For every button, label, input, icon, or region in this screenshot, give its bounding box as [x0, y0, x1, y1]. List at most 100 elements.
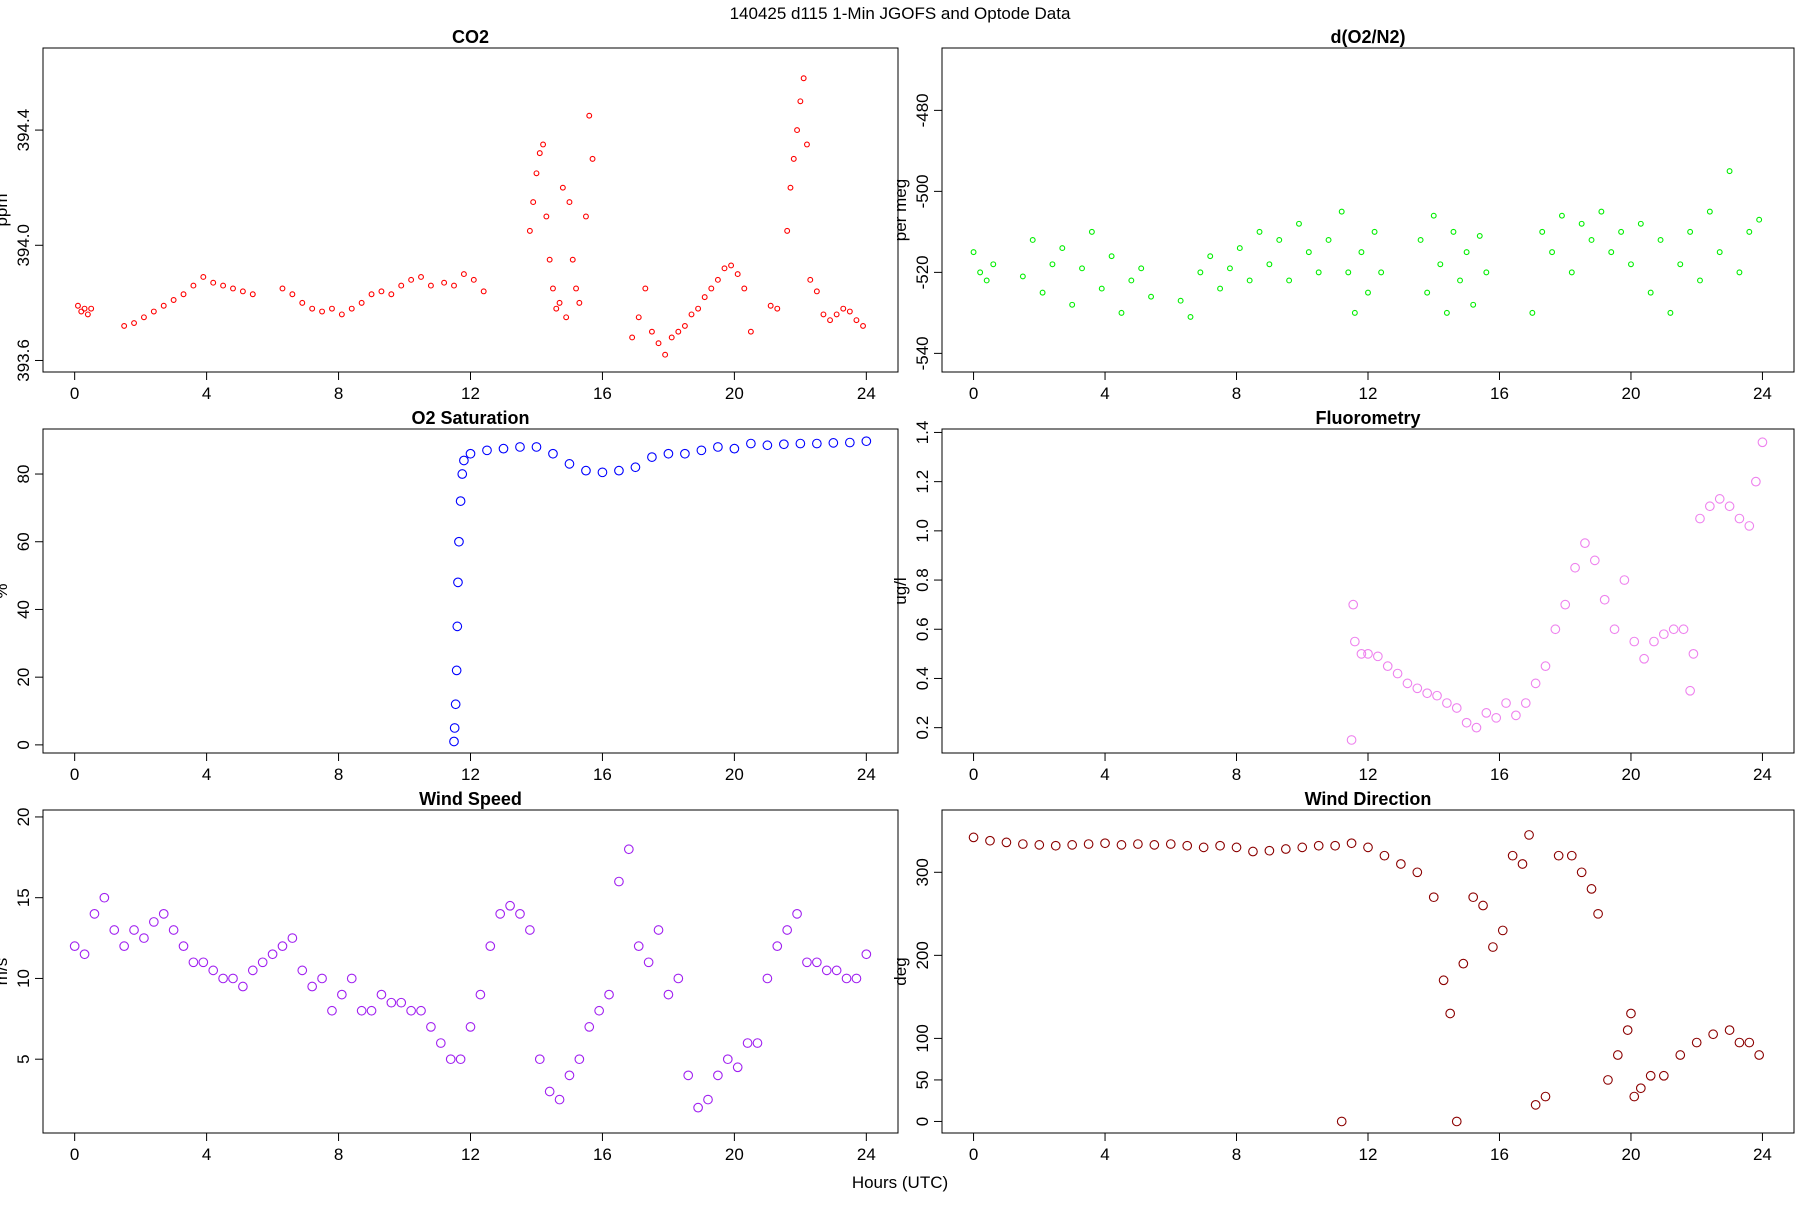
data-point — [1637, 220, 1644, 227]
y-tick-label: 200 — [913, 941, 932, 969]
data-point — [812, 438, 822, 449]
data-point — [1182, 840, 1193, 851]
data-point — [844, 437, 855, 448]
data-point — [642, 285, 649, 292]
data-point — [1687, 228, 1694, 235]
x-tick-label: 16 — [593, 765, 612, 784]
data-point — [746, 438, 756, 449]
y-tick-label: 10 — [14, 969, 33, 988]
data-point — [553, 305, 560, 312]
data-point — [450, 699, 461, 710]
data-point — [1039, 289, 1046, 296]
data-point — [79, 949, 90, 960]
data-point — [1560, 599, 1571, 610]
data-point — [1443, 309, 1450, 316]
data-point — [1550, 624, 1561, 635]
data-point — [416, 1005, 426, 1016]
data-point — [329, 305, 335, 312]
data-point — [455, 1054, 466, 1065]
data-point — [1079, 265, 1085, 272]
data-point — [1392, 668, 1403, 679]
data-point — [1019, 273, 1026, 280]
x-tick-label: 24 — [857, 1145, 876, 1164]
data-point — [1118, 309, 1125, 316]
data-point — [515, 908, 525, 919]
data-point — [861, 436, 872, 447]
data-point — [386, 997, 397, 1008]
data-point — [168, 925, 179, 935]
data-point — [84, 311, 91, 318]
data-point — [1734, 1037, 1745, 1048]
y-tick-label: 394.4 — [14, 109, 33, 152]
data-point — [1305, 249, 1312, 256]
data-point — [647, 452, 657, 462]
data-point — [1148, 293, 1155, 300]
data-point — [1445, 1008, 1456, 1019]
data-point — [846, 308, 853, 315]
data-point — [559, 184, 566, 191]
data-point — [581, 465, 591, 476]
data-point — [1697, 277, 1703, 284]
data-point — [1724, 501, 1735, 512]
data-point — [564, 459, 575, 469]
panel-title: Fluorometry — [1315, 408, 1420, 428]
data-point — [309, 305, 316, 312]
data-point — [1558, 212, 1565, 219]
data-point — [1647, 289, 1654, 296]
x-tick-label: 12 — [461, 1145, 480, 1164]
data-point — [1540, 661, 1551, 672]
x-tick-label: 16 — [1490, 765, 1509, 784]
panel-title: d(O2/N2) — [1330, 27, 1405, 47]
data-point — [449, 723, 460, 733]
data-point — [1688, 649, 1699, 659]
data-point — [1612, 1050, 1623, 1060]
data-point — [1566, 850, 1577, 861]
y-tick-label: 0 — [14, 740, 33, 749]
data-point — [1622, 1025, 1633, 1035]
data-point — [1128, 277, 1135, 284]
data-point — [1379, 850, 1390, 861]
data-point — [1297, 842, 1308, 853]
data-point — [190, 282, 197, 289]
data-point — [140, 314, 147, 321]
data-point — [1264, 845, 1275, 856]
data-point — [515, 442, 525, 452]
data-point — [774, 305, 781, 312]
data-point — [1378, 269, 1385, 276]
data-point — [543, 213, 550, 220]
data-point — [614, 876, 624, 887]
data-point — [1345, 269, 1352, 276]
data-point — [75, 302, 81, 309]
data-point — [1018, 839, 1028, 849]
data-point — [1149, 840, 1160, 850]
data-point — [297, 965, 308, 976]
data-point — [767, 302, 774, 309]
plot-frame — [941, 809, 1795, 1134]
data-point — [729, 443, 740, 454]
data-point — [861, 949, 872, 960]
data-point — [1657, 237, 1664, 243]
data-point — [1396, 859, 1406, 869]
data-point — [696, 445, 707, 456]
data-point — [584, 1022, 595, 1032]
data-point — [853, 317, 860, 324]
data-point — [208, 965, 219, 976]
data-point — [368, 291, 375, 298]
data-point — [635, 314, 642, 321]
points — [449, 436, 872, 747]
data-point — [795, 438, 806, 449]
x-tick-label: 0 — [70, 765, 79, 784]
data-point — [680, 448, 690, 459]
y-tick-label: 20 — [14, 668, 33, 687]
data-point — [732, 1062, 743, 1073]
data-point — [1461, 717, 1472, 728]
y-tick-label: 393.6 — [14, 339, 33, 382]
data-point — [1629, 1091, 1640, 1102]
data-point — [99, 892, 110, 903]
data-point — [851, 973, 862, 984]
data-point — [1226, 265, 1233, 272]
data-point — [820, 311, 827, 318]
data-point — [713, 1070, 723, 1081]
data-point — [586, 112, 593, 119]
